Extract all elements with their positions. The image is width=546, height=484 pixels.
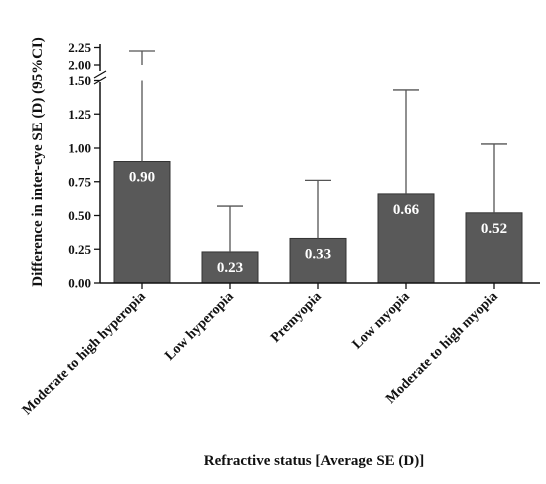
bar-value-label: 0.23 <box>217 260 243 276</box>
y-tick-label: 1.50 <box>68 73 91 88</box>
bar-value-label: 0.33 <box>305 246 331 262</box>
bar <box>113 161 171 284</box>
x-category-label: Moderate to high hyperopia <box>20 289 149 418</box>
error-bars <box>129 50 507 252</box>
y-tick-label: 0.00 <box>68 276 91 291</box>
y-axis: 0.00 0.25 0.50 0.75 1.00 1.25 1.502.00 2.25 <box>68 40 107 291</box>
x-axis: Moderate to high hyperopia Low hyperopia P… <box>20 282 540 418</box>
bar <box>377 193 435 284</box>
y-tick-label: 0.75 <box>68 174 91 189</box>
y-tick-label: 0.50 <box>68 208 91 223</box>
x-category-label: Low hyperopia <box>162 289 237 364</box>
x-category-label: Low myopia <box>350 289 413 352</box>
bar-value-label: 0.90 <box>129 170 155 186</box>
y-tick-label: 1.00 <box>68 141 91 156</box>
y-tick-label: 1.25 <box>68 107 91 122</box>
y-tick-label: 2.00 <box>68 58 91 73</box>
y-axis-title: Difference in inter-eye SE (D) (95%CI) <box>30 37 46 287</box>
x-axis-title: Refractive status [Average SE (D)] <box>204 453 424 469</box>
x-category-label: Premyopia <box>268 289 325 346</box>
bar-value-label: 0.52 <box>481 221 507 237</box>
y-tick-label: 2.25 <box>68 40 91 55</box>
y-tick-label: 0.25 <box>68 242 91 257</box>
bar-value-label: 0.66 <box>393 202 420 218</box>
